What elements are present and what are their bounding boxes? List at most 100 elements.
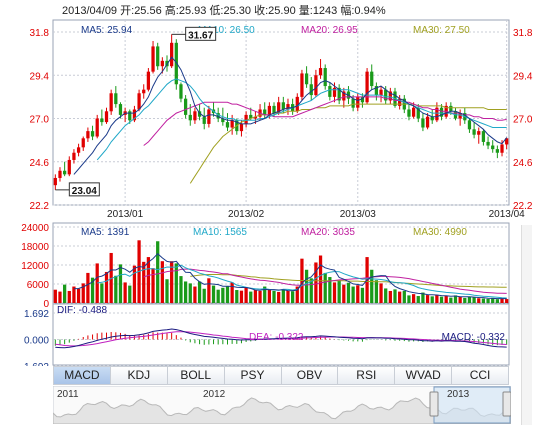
volume-bar (253, 290, 258, 303)
volume-bar (398, 291, 402, 303)
candle-body (114, 93, 118, 105)
candle-body (495, 149, 499, 153)
macd-legend-dif: DIF: -0.488 (57, 305, 107, 316)
volume-bar (286, 290, 290, 303)
tab-rsi[interactable]: RSI (338, 366, 396, 385)
candle-body (128, 111, 132, 121)
volume-bar (430, 296, 434, 303)
stock-chart[interactable]: 31.8 31.8 29.4 29.4 27.0 27.0 24.6 24.6 22.2 22.2… (0, 0, 533, 366)
candle-body (100, 118, 104, 123)
candle-body (439, 107, 444, 117)
candle-body (384, 89, 388, 101)
low-value: 25.30 (223, 5, 252, 17)
candle-body (174, 42, 178, 85)
high-label: 高: (164, 5, 179, 17)
volume-bar (207, 278, 211, 303)
volume-bar (76, 288, 81, 303)
volume-bar (379, 283, 383, 303)
candle-body (202, 116, 206, 124)
price-y-tick-left: 31.8 (30, 28, 50, 39)
volume-bar (281, 289, 285, 303)
tab-cci[interactable]: CCI (452, 366, 509, 385)
candle-body (179, 84, 183, 99)
volume-bar (486, 298, 490, 303)
macd-legend-dea: DEA: -0.322 (249, 332, 304, 343)
price-legend-ma20: MA20: 26.95 (301, 25, 358, 36)
volume-bar (505, 299, 509, 303)
candle-body (267, 105, 271, 115)
volume-bar (314, 262, 318, 303)
volume-bar (53, 289, 57, 303)
volume-bar (211, 285, 216, 303)
volume-label: 量: (298, 5, 313, 17)
candle-body (95, 118, 99, 137)
candle-body (337, 87, 341, 101)
volume-bar (272, 290, 276, 303)
navigator-selection (433, 386, 511, 424)
candle-body (425, 116, 430, 128)
candle-body (309, 84, 313, 96)
volume-bar (100, 283, 104, 303)
price-x-tick: 2013/02 (228, 209, 265, 220)
price-y-tick-right: 24.6 (513, 158, 533, 169)
volume-bar (481, 298, 486, 303)
tab-macd[interactable]: MACD (53, 366, 111, 385)
quote-summary: 2013/04/09 开:25.56 高:25.93 低:25.30 收:25.… (62, 2, 502, 18)
volume-bar (188, 283, 192, 303)
price-y-tick-right: 29.4 (513, 71, 533, 82)
candle-body (332, 87, 337, 97)
page-scrollbar[interactable] (521, 225, 532, 425)
candle-body (142, 89, 146, 94)
candle-body (244, 114, 248, 124)
candle-body (86, 131, 90, 139)
candle-body (449, 105, 453, 112)
volume-bar (170, 261, 174, 303)
candle-body (435, 107, 439, 121)
volume-bar (337, 280, 341, 303)
macd-y-tick: -1.692 (21, 362, 50, 366)
volume-bar (174, 263, 178, 303)
volume-bar (193, 286, 197, 303)
price-legend-ma10: MA10: 26.50 (198, 25, 255, 36)
candle-body (104, 111, 109, 123)
volume-bar (323, 272, 327, 303)
volume-bar (142, 261, 146, 303)
candle-body (467, 120, 472, 130)
price-y-tick-right: 27.0 (513, 115, 533, 126)
tab-boll[interactable]: BOLL (167, 366, 225, 385)
tab-obv[interactable]: OBV (281, 366, 339, 385)
time-navigator[interactable]: 2011 2012 2013 (53, 386, 511, 424)
volume-bar (58, 291, 62, 303)
candle-body (76, 147, 81, 153)
tab-kdj[interactable]: KDJ (110, 366, 168, 385)
volume-bar (295, 286, 299, 303)
volume-bar (244, 287, 248, 303)
volume-bar (402, 290, 406, 303)
navigator-year-label: 2012 (203, 389, 226, 400)
macd-panel-frame (52, 303, 510, 366)
volume-bar (360, 287, 365, 303)
price-ma5-line (73, 56, 508, 175)
candle-body (398, 98, 402, 106)
volume-bar (118, 264, 123, 303)
candle-body (458, 113, 462, 119)
volume-y-tick: 24000 (21, 223, 49, 234)
candle-body (188, 114, 192, 121)
volume-y-tick: 18000 (21, 242, 49, 253)
tab-wvad[interactable]: WVAD (395, 366, 453, 385)
volume-bar (491, 297, 495, 303)
navigator-left-handle (429, 391, 439, 417)
price-x-tick: 2013/03 (340, 209, 377, 220)
price-y-tick-right: 31.8 (513, 28, 533, 39)
candle-body (421, 118, 425, 128)
tab-psy[interactable]: PSY (224, 366, 282, 385)
volume-bar (183, 281, 188, 303)
price-y-tick-left: 24.6 (30, 158, 50, 169)
candle-body (197, 111, 202, 117)
price-ma30-line (189, 103, 507, 184)
candle-body (365, 71, 369, 103)
candle-body (300, 73, 304, 97)
price-y-tick-left: 27.0 (30, 115, 50, 126)
quote-date: 2013/04/09 (62, 5, 118, 17)
volume-bar (342, 284, 346, 303)
